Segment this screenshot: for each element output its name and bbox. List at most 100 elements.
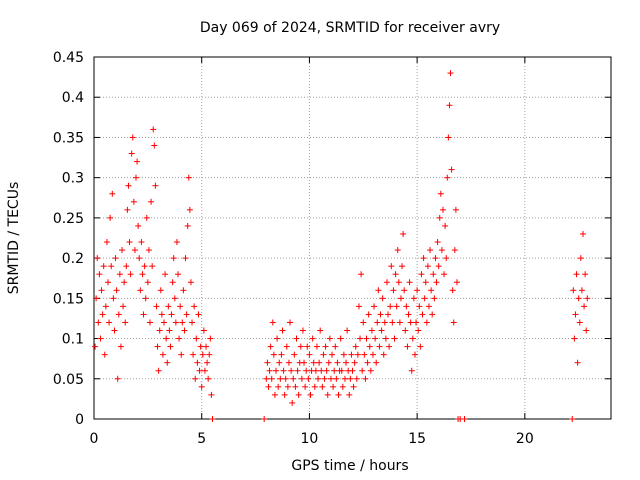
data-point-marker bbox=[144, 279, 151, 286]
data-point-marker bbox=[375, 287, 382, 294]
data-point-marker bbox=[204, 359, 211, 366]
data-point-marker bbox=[399, 263, 406, 270]
data-point-marker bbox=[391, 335, 398, 342]
data-point-marker bbox=[577, 255, 584, 262]
data-point-marker bbox=[450, 319, 457, 326]
data-point-marker bbox=[98, 287, 105, 294]
gridlines bbox=[94, 57, 611, 419]
data-point-marker bbox=[400, 230, 407, 237]
data-point-marker bbox=[266, 367, 273, 374]
y-tick-label: 0.1 bbox=[62, 332, 84, 348]
data-point-marker bbox=[377, 311, 384, 318]
data-point-marker bbox=[100, 263, 107, 270]
data-point-marker bbox=[409, 335, 416, 342]
data-point-marker bbox=[133, 174, 140, 181]
data-point-marker bbox=[443, 255, 450, 262]
data-point-marker bbox=[317, 327, 324, 334]
data-point-marker bbox=[269, 319, 276, 326]
data-point-marker bbox=[325, 359, 332, 366]
data-point-marker bbox=[298, 375, 305, 382]
data-point-marker bbox=[165, 303, 172, 310]
data-point-marker bbox=[430, 271, 437, 278]
data-point-marker bbox=[177, 303, 184, 310]
data-point-marker bbox=[451, 247, 458, 254]
data-point-marker bbox=[414, 287, 421, 294]
data-point-marker bbox=[364, 359, 371, 366]
data-point-marker bbox=[346, 391, 353, 398]
data-point-marker bbox=[444, 174, 451, 181]
data-point-marker bbox=[287, 319, 294, 326]
data-point-marker bbox=[135, 222, 142, 229]
data-point-marker bbox=[123, 263, 130, 270]
data-point-marker bbox=[200, 327, 207, 334]
data-point-marker bbox=[415, 327, 422, 334]
data-point-marker bbox=[138, 239, 145, 246]
data-point-marker bbox=[208, 391, 215, 398]
data-point-marker bbox=[368, 327, 375, 334]
data-point-marker bbox=[419, 311, 426, 318]
data-point-marker bbox=[159, 351, 166, 358]
data-point-marker bbox=[199, 351, 206, 358]
data-point-marker bbox=[353, 375, 360, 382]
data-point-marker bbox=[439, 206, 446, 213]
data-point-marker bbox=[122, 319, 129, 326]
data-point-marker bbox=[151, 142, 158, 149]
data-point-marker bbox=[378, 327, 385, 334]
data-point-marker bbox=[579, 230, 586, 237]
data-point-marker bbox=[93, 295, 100, 302]
data-point-marker bbox=[452, 206, 459, 213]
data-point-marker bbox=[383, 279, 390, 286]
data-point-marker bbox=[330, 383, 337, 390]
data-point-marker bbox=[386, 343, 393, 350]
data-point-marker bbox=[290, 375, 297, 382]
data-point-marker bbox=[265, 383, 272, 390]
chart-title: Day 069 of 2024, SRMTID for receiver avr… bbox=[200, 20, 500, 36]
data-point-marker bbox=[572, 311, 579, 318]
data-point-marker bbox=[154, 343, 161, 350]
data-point-marker bbox=[355, 303, 362, 310]
data-point-marker bbox=[449, 287, 456, 294]
data-point-marker bbox=[136, 255, 143, 262]
data-point-marker bbox=[310, 359, 317, 366]
data-point-marker bbox=[261, 416, 268, 422]
data-point-marker bbox=[205, 375, 212, 382]
data-point-marker bbox=[178, 351, 185, 358]
data-point-marker bbox=[299, 327, 306, 334]
data-point-marker bbox=[96, 271, 103, 278]
data-point-marker bbox=[166, 327, 173, 334]
data-point-marker bbox=[394, 247, 401, 254]
data-point-marker bbox=[267, 343, 274, 350]
data-point-marker bbox=[190, 351, 197, 358]
data-point-marker bbox=[366, 343, 373, 350]
data-point-marker bbox=[313, 343, 320, 350]
data-point-marker bbox=[584, 295, 591, 302]
data-point-marker bbox=[396, 319, 403, 326]
data-point-marker bbox=[126, 239, 133, 246]
data-point-marker bbox=[390, 287, 397, 294]
data-point-marker bbox=[347, 375, 354, 382]
data-point-marker bbox=[413, 319, 420, 326]
data-point-marker bbox=[170, 255, 177, 262]
data-point-marker bbox=[127, 271, 134, 278]
data-point-marker bbox=[293, 335, 300, 342]
data-point-marker bbox=[361, 351, 368, 358]
data-point-marker bbox=[309, 335, 316, 342]
data-point-marker bbox=[372, 335, 379, 342]
y-axis-ticks: 0 0.05 0.1 0.15 0.2 0.25 0.3 0.35 0.4 0.45 bbox=[53, 50, 611, 428]
data-point-marker bbox=[360, 319, 367, 326]
data-point-marker bbox=[140, 311, 147, 318]
data-point-marker bbox=[371, 303, 378, 310]
data-point-marker bbox=[185, 174, 192, 181]
data-point-marker bbox=[175, 271, 182, 278]
data-point-marker bbox=[359, 367, 366, 374]
data-point-marker bbox=[311, 383, 318, 390]
data-point-marker bbox=[389, 319, 396, 326]
data-point-marker bbox=[357, 335, 364, 342]
data-point-marker bbox=[306, 351, 313, 358]
data-point-marker bbox=[101, 351, 108, 358]
data-point-marker bbox=[283, 343, 290, 350]
data-point-marker bbox=[404, 343, 411, 350]
data-point-marker bbox=[329, 351, 336, 358]
plot-frame bbox=[93, 56, 612, 420]
data-point-marker bbox=[403, 303, 410, 310]
